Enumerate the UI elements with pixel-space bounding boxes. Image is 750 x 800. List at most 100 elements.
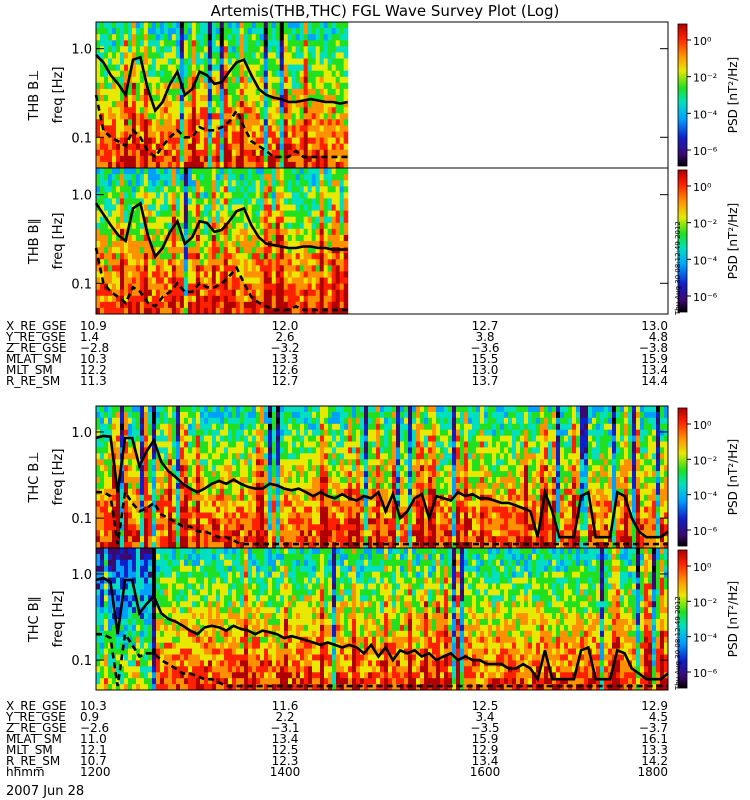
orbit-value: 12.6 — [272, 363, 299, 377]
colorbar-tick-label: 10⁻⁶ — [693, 667, 718, 680]
orbit-value: 15.9 — [472, 732, 499, 746]
orbit-value: 2.2 — [275, 710, 294, 724]
timestamp-stamp: Thu Aug 30 08:12:49 2012 — [674, 221, 682, 316]
orbit-row-label: MLAT_SM — [6, 352, 62, 366]
orbit-value: 12.5 — [472, 699, 499, 713]
line-lower-thb-bperp — [94, 94, 348, 159]
orbit-value: −2.6 — [80, 721, 109, 735]
orbit-value: 11.3 — [80, 374, 107, 388]
orbit-value: 12.7 — [472, 319, 499, 333]
spectrogram-thc-bpar — [96, 548, 669, 691]
line-upper-thc-bperp — [95, 434, 669, 539]
line-lower-thb-bpar — [94, 247, 348, 312]
ytick-label-thb-bpar: 0.1 — [71, 277, 92, 292]
orbit-value: 3.4 — [475, 710, 494, 724]
ytick-label-thc-bpar: 1.0 — [71, 568, 92, 583]
orbit-row-label: MLAT_SM — [6, 732, 62, 746]
colorbar-tick-label: 10⁰ — [693, 181, 712, 194]
panel-thb-bpar: 1.0 0.1 THB B∥ freq [Hz] — [27, 167, 669, 315]
orbit-value: 16.1 — [641, 732, 668, 746]
orbit-value: 3.8 — [475, 330, 494, 344]
ylabel-thb-bpar: THB B∥ — [27, 218, 42, 265]
orbit-value: −3.5 — [470, 721, 499, 735]
orbit-value: 12.3 — [272, 754, 299, 768]
orbit-row-label: X_RE_GSE — [6, 699, 67, 713]
orbit-value: 12.5 — [272, 743, 299, 757]
colorbar-tick-label: 10⁻⁴ — [693, 254, 718, 267]
timestamp-stamp-bottom: Thu Aug 30 08:12:49 2012 — [674, 596, 682, 691]
orbit-value: −3.7 — [639, 721, 668, 735]
orbit-value: 1.4 — [80, 330, 99, 344]
panel-thc-bperp: 1.0 0.1 THC B⊥ freq [Hz] — [27, 405, 669, 549]
frame-thb-bpar — [95, 167, 669, 315]
ytick-label-thc-bperp: 0.1 — [71, 512, 92, 527]
orbit-value: 15.9 — [641, 352, 668, 366]
orbit-row-label: Z_RE_GSE — [6, 341, 67, 355]
orbit-value: −2.8 — [80, 341, 109, 355]
colorbar-tick-label: 10⁻² — [693, 218, 717, 231]
spectrogram-thb-bperp — [96, 22, 349, 169]
line-upper-thc-bpar — [95, 576, 669, 683]
colorbar-scale — [677, 169, 688, 313]
orbit-value: 4.5 — [649, 710, 668, 724]
orbit-value: 10.3 — [80, 352, 107, 366]
orbit-value: 2.6 — [275, 330, 294, 344]
colorbar-label: PSD [nT²/Hz] — [726, 203, 740, 279]
yunit-thc-bperp: freq [Hz] — [51, 449, 66, 506]
date-label: 2007 Jun 28 — [6, 784, 84, 799]
colorbar-label: PSD [nT²/Hz] — [726, 57, 740, 133]
ytick-label-thb-bperp: 1.0 — [71, 43, 92, 58]
colorbar-scale — [677, 549, 688, 689]
panel-thb-bperp: 1.0 0.1 THB B⊥ freq [Hz] — [27, 21, 669, 169]
orbit-row-label: Y_RE_GSE — [5, 710, 66, 724]
colorbar-label: PSD [nT²/Hz] — [726, 439, 740, 515]
orbit-row-label: Z_RE_GSE — [6, 721, 67, 735]
orbit-row-label: Y_RE_GSE — [5, 330, 66, 344]
orbit-value: 13.0 — [641, 319, 668, 333]
orbit-value: 13.4 — [641, 363, 668, 377]
colorbar-label: PSD [nT²/Hz] — [726, 581, 740, 657]
line-lower-thc-bperp — [96, 488, 668, 546]
orbit-value: 10.9 — [80, 319, 107, 333]
colorbar-tick-label: 10⁰ — [693, 35, 712, 48]
orbit-row-label: X_RE_GSE — [6, 319, 67, 333]
colorbar-tick-label: 10⁻⁴ — [693, 490, 718, 503]
orbit-value: 13.7 — [472, 374, 499, 388]
colorbar-tick-label: 10⁻⁴ — [693, 108, 718, 121]
orbit-row-label: R_RE_SM — [6, 754, 60, 768]
orbit-value: 0.9 — [80, 710, 99, 724]
orbit-value: 11.6 — [272, 699, 299, 713]
spectrogram-panels: 1.0 0.1 THB B⊥ freq [Hz] 1.0 0.1 THB B∥ freq [H… — [27, 21, 669, 691]
orbit-value: 11.0 — [80, 732, 107, 746]
colorbar-tick-label: 10⁻² — [693, 454, 717, 467]
orbit-row-label: hhmm — [6, 765, 45, 779]
ylabel-thc-bpar: THC B∥ — [27, 596, 42, 643]
ytick-label-thc-bperp: 1.0 — [71, 426, 92, 441]
orbit-value: 1800 — [637, 765, 668, 779]
orbit-value: −3.6 — [470, 341, 499, 355]
orbit-value: 15.5 — [472, 352, 499, 366]
chart-title: Artemis(THB,THC) FGL Wave Survey Plot (L… — [211, 2, 560, 20]
orbit-value: 10.7 — [80, 754, 107, 768]
orbit-value: 13.3 — [641, 743, 668, 757]
colorbar-scale — [677, 407, 688, 547]
yunit-thc-bpar: freq [Hz] — [51, 591, 66, 648]
ytick-label-thc-bpar: 0.1 — [71, 654, 92, 669]
colorbar-scale — [677, 23, 688, 167]
orbit-value: −3.1 — [270, 721, 299, 735]
colorbar-tick-label: 10⁻⁶ — [693, 525, 718, 538]
ylabel-thc-bperp: THC B⊥ — [27, 451, 42, 503]
ytick-label-thb-bperp: 0.1 — [71, 131, 92, 146]
orbit-value: 14.2 — [641, 754, 668, 768]
colorbar-tick-label: 10⁻⁴ — [693, 632, 718, 645]
line-upper-thb-bperp — [95, 53, 348, 114]
colorbar-tick-label: 10⁰ — [693, 561, 712, 574]
colorbar-thb-bpar: 10⁰ 10⁻² 10⁻⁴ 10⁻⁶ PSD [nT²/Hz] — [677, 169, 740, 313]
colorbar-thc-bperp: 10⁰ 10⁻² 10⁻⁴ 10⁻⁶ PSD [nT²/Hz] — [677, 407, 740, 547]
orbit-row-label: MLT_SM — [6, 363, 53, 377]
orbit-value: 14.4 — [641, 374, 668, 388]
colorbar-tick-label: 10⁰ — [693, 419, 712, 432]
orbit-table-bottom: X_RE_GSE 10.3 11.6 12.5 12.9 Y_RE_GSE 0.9 2.2 3.… — [5, 699, 668, 779]
